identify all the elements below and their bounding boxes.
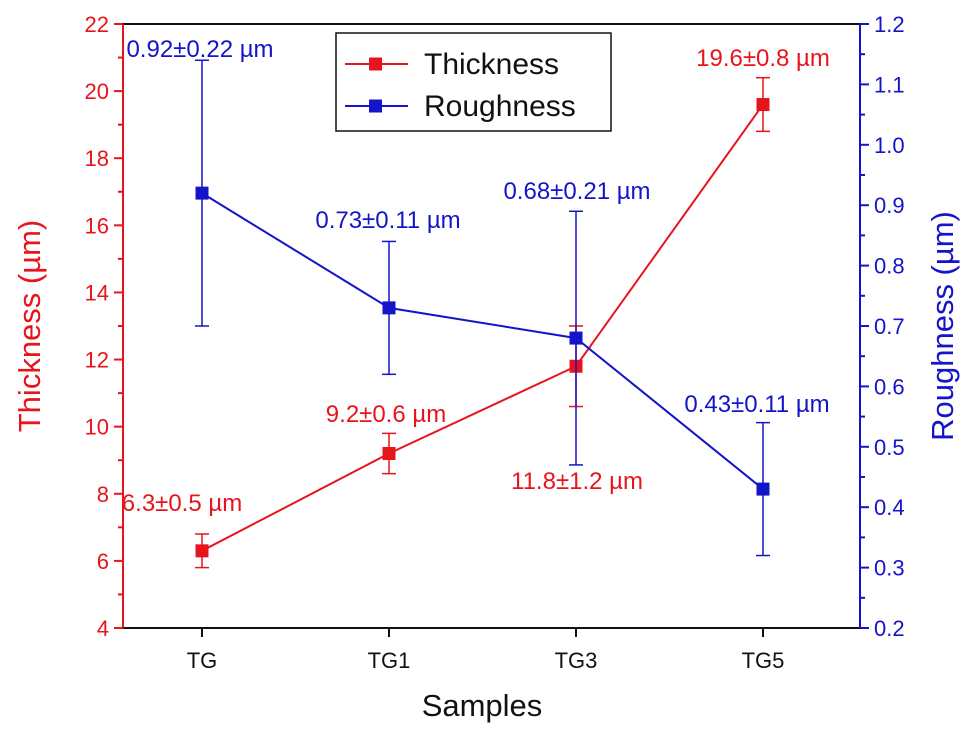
y-left-tick-label: 8 xyxy=(97,482,109,507)
x-tick-label: TG5 xyxy=(742,648,785,673)
x-tick-label: TG3 xyxy=(555,648,598,673)
axis-left: 4 6 8 10 12 14 16 18 20 22 xyxy=(85,12,124,641)
legend-label: Roughness xyxy=(424,90,576,123)
data-label: 0.73±0.11 µm xyxy=(315,207,460,234)
data-label: 0.43±0.11 µm xyxy=(684,391,829,418)
y-left-tick-label: 4 xyxy=(97,616,109,641)
y-right-tick-label: 0.7 xyxy=(874,314,905,339)
data-label: 6.3±0.5 µm xyxy=(122,490,242,517)
y-left-tick-label: 16 xyxy=(85,213,109,238)
y-right-tick-label: 0.9 xyxy=(874,193,905,218)
data-point xyxy=(195,544,209,558)
data-point xyxy=(756,98,770,112)
y-right-tick-label: 0.4 xyxy=(874,495,905,520)
y-left-tick-label: 18 xyxy=(85,146,109,171)
data-label: 0.92±0.22 µm xyxy=(126,36,273,63)
data-label: 9.2±0.6 µm xyxy=(326,401,446,428)
plot-frame xyxy=(123,23,860,629)
y-right-tick-label: 0.6 xyxy=(874,374,905,399)
y-left-tick-label: 12 xyxy=(85,348,109,373)
y-axis-right-label: Roughness (µm) xyxy=(925,211,960,441)
legend-marker xyxy=(369,57,382,71)
y-right-tick-label: 0.5 xyxy=(874,435,905,460)
y-left-tick-label: 14 xyxy=(85,280,109,305)
legend: Thickness Roughness xyxy=(335,32,612,132)
series-line xyxy=(201,192,764,490)
axis-right: 0.2 0.3 0.4 0.5 0.6 0.7 0.8 0.9 1.0 1.1 1.2 xyxy=(859,12,905,641)
series-roughness: 0.92±0.22 µm 0.73±0.11 µm 0.68±0.21 µm 0.43… xyxy=(126,36,830,557)
data-label: 0.68±0.21 µm xyxy=(503,178,650,205)
axis-bottom: TG TG1 TG3 TG5 xyxy=(187,628,785,673)
y-right-tick-label: 1.1 xyxy=(874,72,905,97)
x-axis-label: Samples xyxy=(422,688,543,723)
y-right-tick-label: 0.2 xyxy=(874,616,905,641)
legend-item: Roughness xyxy=(345,90,576,123)
data-label: 19.6±0.8 µm xyxy=(696,45,830,72)
y-right-tick-label: 1.0 xyxy=(874,133,905,158)
series-layer: 6.3±0.5 µm 9.2±0.6 µm 11.8±1.2 µm 19.6±0.8 … xyxy=(122,36,830,569)
data-label: 11.8±1.2 µm xyxy=(511,468,643,495)
y-left-tick-label: 6 xyxy=(97,549,109,574)
y-left-tick-label: 22 xyxy=(85,12,109,37)
x-tick-label: TG1 xyxy=(368,648,411,673)
y-right-tick-label: 0.8 xyxy=(874,254,905,279)
data-point xyxy=(569,331,583,345)
y-right-tick-label: 0.3 xyxy=(874,556,905,581)
legend-box xyxy=(335,32,612,132)
data-point xyxy=(382,447,396,461)
y-right-tick-label: 1.2 xyxy=(874,12,905,37)
data-point xyxy=(195,186,209,200)
y-left-tick-label: 20 xyxy=(85,79,109,104)
data-point xyxy=(382,301,396,315)
legend-label: Thickness xyxy=(424,48,559,81)
x-tick-label: TG xyxy=(187,648,218,673)
y-axis-left-label: Thickness (µm) xyxy=(12,220,47,433)
legend-marker xyxy=(369,99,382,113)
y-left-tick-label: 10 xyxy=(85,415,109,440)
data-point xyxy=(756,482,770,496)
series-line xyxy=(201,103,764,552)
series-thickness: 6.3±0.5 µm 9.2±0.6 µm 11.8±1.2 µm 19.6±0.8 … xyxy=(122,45,830,569)
legend-item: Thickness xyxy=(345,48,559,81)
